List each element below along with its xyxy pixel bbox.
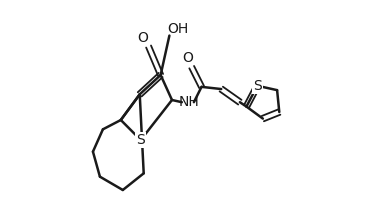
Text: O: O <box>138 31 149 45</box>
Text: NH: NH <box>179 95 200 109</box>
Text: S: S <box>136 133 145 147</box>
Text: O: O <box>182 51 193 65</box>
Text: S: S <box>253 79 262 93</box>
Text: OH: OH <box>168 22 189 36</box>
